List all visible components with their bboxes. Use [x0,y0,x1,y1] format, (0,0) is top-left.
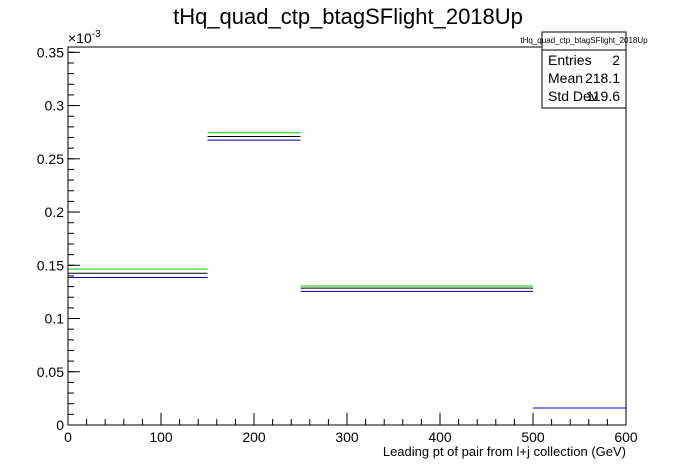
histogram-bars [68,132,626,409]
x-tick-label: 600 [614,429,638,445]
stats-box-frame [541,31,627,109]
x-axis-label: Leading pt of pair from l+j collection (… [383,444,626,459]
x-tick-label: 0 [64,429,72,445]
y-tick-label: 0.15 [37,257,64,273]
chart-title: tHq_quad_ctp_btagSFlight_2018Up [173,4,523,29]
y-tick-label: 0.2 [45,204,65,220]
stats-entries-label: Entries [548,52,592,68]
x-tick-label: 300 [335,429,359,445]
stats-stddev-value: 119.6 [586,88,620,104]
y-tick-label: 0 [56,417,64,433]
x-tick-label: 100 [149,429,173,445]
stats-mean-value: 218.1 [585,70,620,86]
stats-box-title: tHq_quad_ctp_btagSFlight_2018Up [520,36,648,45]
stats-mean-label: Mean [548,70,583,86]
y-tick-label: 0.3 [45,98,65,114]
y-tick-label: 0.1 [45,311,65,327]
stats-stddev-label: Std Dev [548,88,598,104]
y-axis-exponent-base: ×10 [68,30,92,46]
x-tick-label: 500 [521,429,545,445]
y-axis-exponent-power: -3 [92,29,101,40]
y-axis: 0 0.05 0.1 0.15 0.2 0.25 0.3 0.35 [37,44,80,433]
y-axis-exponent: ×10-3 [68,29,101,46]
x-axis: 0 100 200 300 400 500 600 [64,413,638,445]
y-tick-label: 0.35 [37,44,64,60]
x-tick-label: 200 [242,429,266,445]
y-tick-label: 0.25 [37,151,64,167]
stats-box: tHq_quad_ctp_btagSFlight_2018Up Entries … [520,31,648,109]
y-tick-label: 0.05 [37,364,64,380]
plot-area: 0 100 200 300 400 500 600 00.050.10.150.20.250… [37,44,638,445]
x-tick-label: 400 [428,429,452,445]
stats-entries-value: 2 [612,52,620,68]
